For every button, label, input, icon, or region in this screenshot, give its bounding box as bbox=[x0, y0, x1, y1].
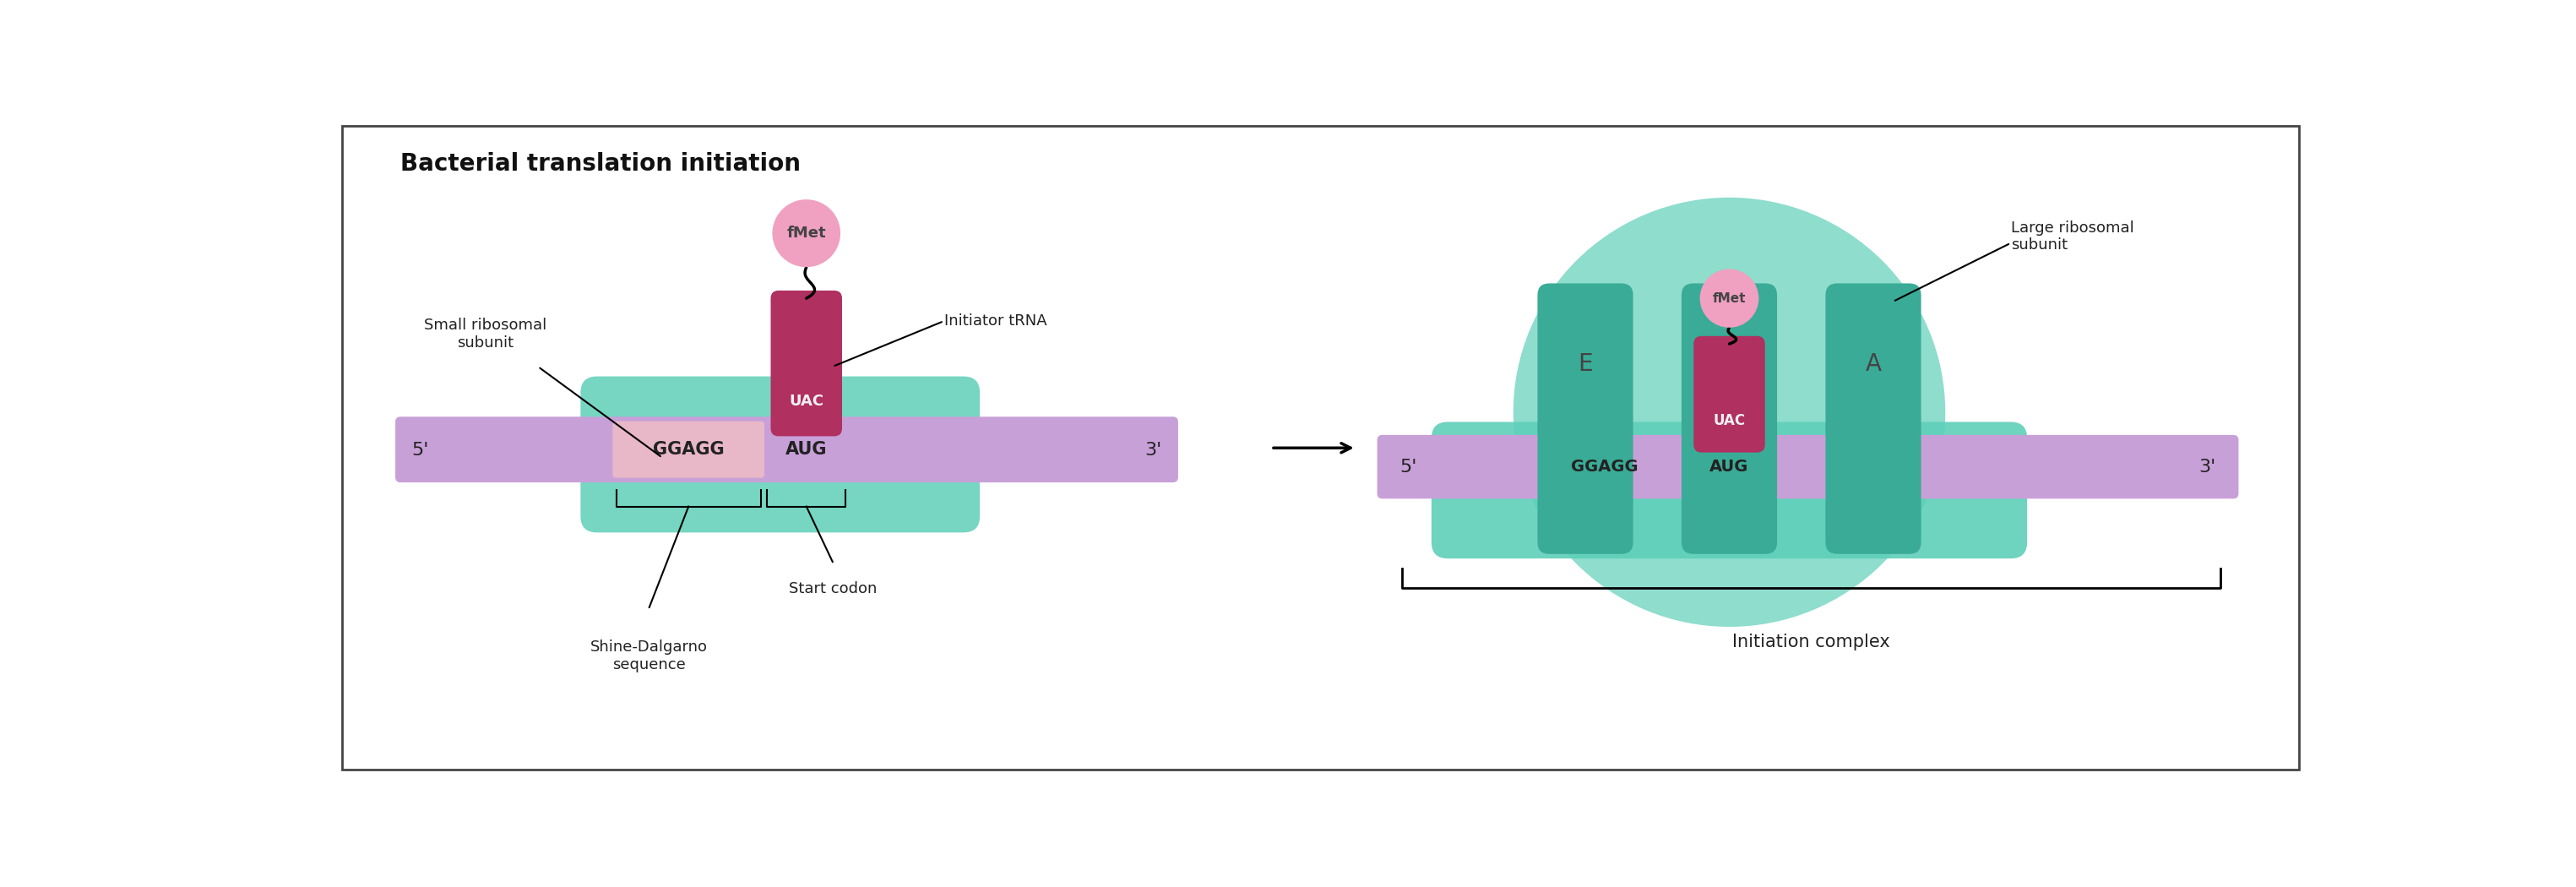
FancyBboxPatch shape bbox=[580, 376, 979, 532]
Text: fMet: fMet bbox=[786, 225, 827, 241]
Text: 3': 3' bbox=[2197, 459, 2215, 475]
FancyBboxPatch shape bbox=[343, 126, 2298, 770]
Text: AUG: AUG bbox=[786, 441, 827, 458]
FancyBboxPatch shape bbox=[1682, 283, 1777, 554]
Text: 5': 5' bbox=[1399, 459, 1417, 475]
Text: GGAGG: GGAGG bbox=[652, 441, 724, 458]
FancyBboxPatch shape bbox=[1432, 422, 2027, 559]
Text: Large ribosomal
subunit: Large ribosomal subunit bbox=[2012, 220, 2133, 253]
Text: AUG: AUG bbox=[1710, 459, 1749, 475]
Text: 3': 3' bbox=[1144, 442, 1162, 459]
Text: Small ribosomal
subunit: Small ribosomal subunit bbox=[425, 318, 546, 350]
Text: Start codon: Start codon bbox=[788, 581, 876, 596]
Text: fMet: fMet bbox=[1713, 292, 1747, 304]
Text: Initiator tRNA: Initiator tRNA bbox=[943, 313, 1046, 329]
Ellipse shape bbox=[1512, 198, 1945, 627]
Text: UAC: UAC bbox=[1713, 413, 1747, 428]
FancyBboxPatch shape bbox=[613, 421, 765, 478]
FancyBboxPatch shape bbox=[770, 291, 842, 436]
Text: P: P bbox=[1728, 352, 1744, 376]
Text: E: E bbox=[1579, 352, 1592, 376]
FancyBboxPatch shape bbox=[1826, 283, 1922, 554]
FancyBboxPatch shape bbox=[1378, 435, 2239, 498]
Text: Shine-Dalgarno
sequence: Shine-Dalgarno sequence bbox=[590, 640, 708, 672]
FancyBboxPatch shape bbox=[1538, 283, 1633, 554]
Text: GGAGG: GGAGG bbox=[1571, 459, 1638, 475]
Circle shape bbox=[1700, 269, 1759, 327]
FancyBboxPatch shape bbox=[394, 417, 1177, 483]
Text: Initiation complex: Initiation complex bbox=[1731, 633, 1891, 650]
Text: UAC: UAC bbox=[788, 394, 824, 409]
Text: Bacterial translation initiation: Bacterial translation initiation bbox=[399, 152, 801, 176]
Text: A: A bbox=[1865, 352, 1880, 376]
FancyBboxPatch shape bbox=[1692, 336, 1765, 452]
Text: 5': 5' bbox=[412, 442, 428, 459]
Circle shape bbox=[773, 200, 840, 267]
